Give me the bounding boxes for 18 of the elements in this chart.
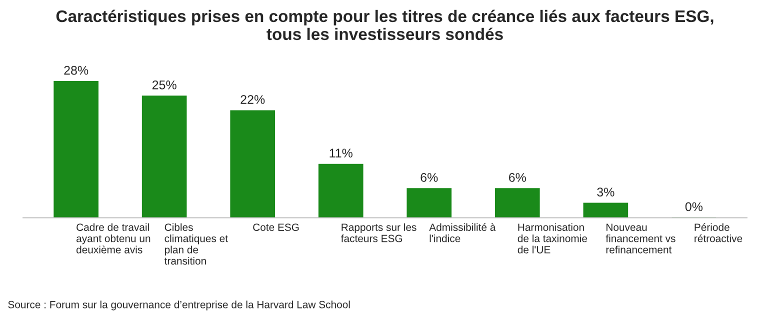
data-label: 3%: [597, 188, 614, 196]
x-tick-label: Cote ESG: [253, 224, 299, 231]
x-tick-label: Cibles climatiques et plan de transition: [164, 223, 228, 265]
data-label: 0%: [685, 202, 703, 212]
x-tick-label: Admissibilité à l'indice: [429, 223, 496, 242]
data-label: 11%: [330, 148, 352, 158]
chart-title: Caractéristiques prises en compte pour les titres de créance liés aux facteurs ESG, tous les investisseurs sondés: [56, 10, 714, 40]
data-label: 28%: [64, 66, 88, 75]
x-tick-label: Harmonisation de la taxinomie de l'UE: [518, 223, 588, 254]
x-tick-label: Cadre de travail ayant obtenu un deuxième avis: [76, 223, 150, 254]
x-tick-label: Nouveau financement vs refinancement: [606, 224, 676, 254]
data-label: 6%: [509, 173, 526, 182]
data-label: 6%: [420, 173, 438, 182]
x-tick-label: Rapports sur les facteurs ESG: [341, 223, 416, 242]
data-label: 25%: [152, 80, 176, 90]
source-note: Source : Forum sur la gouvernance d’entreprise de la Harvard Law School: [8, 300, 350, 310]
x-tick-label: Période rétroactive: [694, 223, 742, 242]
data-label: 22%: [240, 95, 265, 104]
